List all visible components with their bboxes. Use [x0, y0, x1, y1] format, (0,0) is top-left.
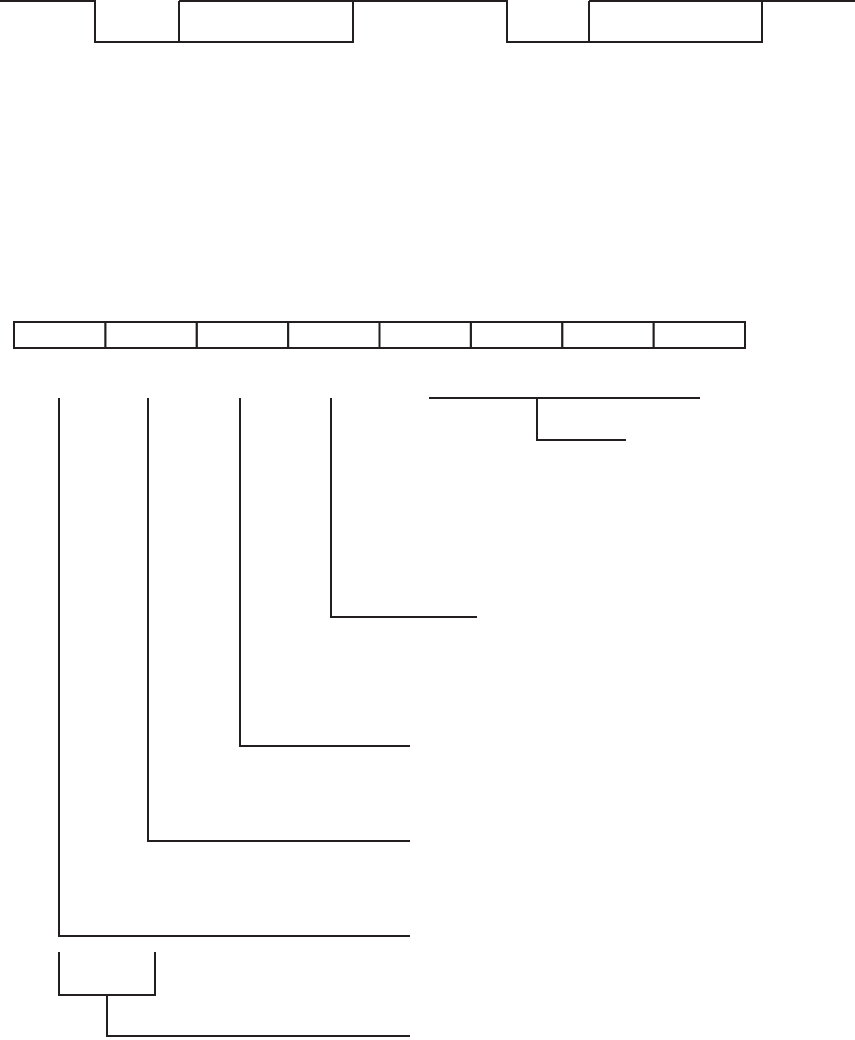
cell: [13, 321, 107, 349]
cell: [378, 321, 472, 349]
cell: [195, 321, 290, 349]
leader-line-1: [58, 398, 410, 937]
leader-line-3: [239, 398, 410, 747]
cell: [469, 321, 564, 349]
leader-line-6: [536, 398, 626, 441]
waveform: [0, 0, 855, 43]
cell-row: [13, 321, 746, 349]
cell: [652, 321, 746, 349]
leader-line-7: [106, 995, 410, 1037]
leader-line-2: [147, 398, 410, 842]
cell: [287, 321, 381, 349]
cell: [104, 321, 198, 349]
bracket: [58, 952, 156, 996]
leader-line-4: [330, 398, 477, 618]
cell: [561, 321, 655, 349]
